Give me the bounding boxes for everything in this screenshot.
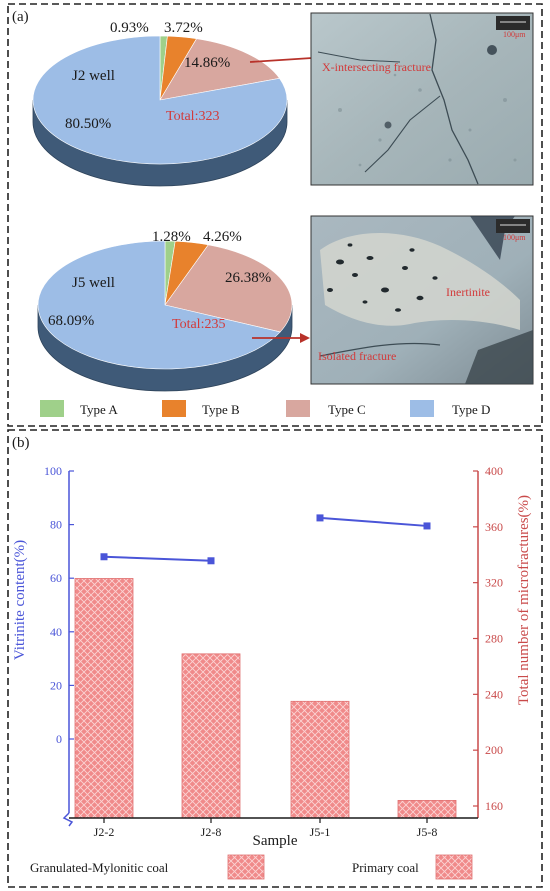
pie-j2-label-type-a: 0.93% [110, 20, 149, 36]
pie-side [38, 305, 292, 391]
micrograph-j5-annotation-inertinite: Inertinite [446, 285, 490, 299]
bar-j5-8 [397, 800, 457, 819]
legend-swatch-primary-coal [435, 854, 473, 880]
pie-j2-label-type-c: 14.86% [184, 55, 230, 71]
right-tick-label: 200 [485, 743, 503, 757]
pie-j5-label-type-b: 4.26% [203, 229, 242, 245]
pie-j5-total: Total:235 [172, 317, 225, 332]
panel-b-frame [7, 429, 543, 888]
micrograph-j2-annotation: X-intersecting fracture [322, 60, 431, 74]
legend-primary-coal: Primary coal [352, 860, 419, 875]
micrograph-j5: 100μm Inertinite Isolated fracture [310, 215, 534, 385]
pie-slice-type-d [37, 240, 281, 370]
right-tick-label: 160 [485, 799, 503, 813]
pie-slice-type-c [164, 244, 293, 333]
micrograph-j2: 100μm X-intersecting fracture [310, 12, 534, 186]
bar-j5-1 [290, 700, 350, 819]
panel-b-label: (b) [12, 435, 30, 451]
pie-slice-type-c [159, 38, 281, 101]
left-tick-label: 80 [50, 518, 62, 532]
micrograph-j5-annotation-isolated-fracture: Isolated fracture [318, 349, 396, 363]
line-segment [319, 516, 428, 527]
left-tick-label: 100 [44, 464, 62, 478]
micrograph-j2-scale: 100μm [503, 30, 526, 39]
pie-j5-well-name: J5 well [72, 275, 115, 291]
line-point-j2-2 [100, 553, 108, 561]
x-tick-label: J5-1 [310, 825, 331, 839]
left-tick-label: 40 [50, 625, 62, 639]
pie-j2-total: Total:323 [166, 109, 219, 124]
right-tick-label: 400 [485, 464, 503, 478]
left-tick-label: 20 [50, 678, 62, 692]
legend-swatch-granulated-mylonitic-coal [227, 854, 265, 880]
left-tick-label: 0 [56, 732, 62, 746]
right-tick-label: 280 [485, 632, 503, 646]
right-tick-label: 240 [485, 687, 503, 701]
pie-j5-label-type-a: 1.28% [152, 229, 191, 245]
pie-j2-label-type-d: 80.50% [65, 116, 111, 132]
legend-swatch-type-c [286, 400, 310, 417]
pie-j2-well [32, 35, 288, 187]
pie-j5-arrow [252, 333, 310, 343]
pie-j5-well [37, 240, 293, 392]
legend-swatch-type-d [410, 400, 434, 417]
bars [74, 578, 457, 819]
pie-side [33, 100, 287, 186]
line-point-j5-1 [316, 514, 324, 522]
legend-type-c: Type C [328, 402, 366, 417]
legend-type-b: Type B [202, 402, 240, 417]
bar-j2-2 [74, 578, 134, 819]
legend-swatch-type-b [162, 400, 186, 417]
pie-j5-label-type-d: 68.09% [48, 313, 94, 329]
pie-slice-type-d [32, 35, 288, 165]
right-axis-label: Total number of microfractures(%) [516, 495, 532, 705]
panel-a-frame [7, 3, 543, 427]
legend-type-d: Type D [452, 402, 490, 417]
right-tick-label: 360 [485, 520, 503, 534]
bar-j2-8 [181, 653, 241, 819]
x-tick-label: J2-2 [94, 825, 115, 839]
legend-type-a: Type A [80, 402, 118, 417]
vitrinite-line [100, 514, 431, 565]
line-segment [103, 555, 212, 562]
pie-j5-label-type-c: 26.38% [225, 270, 271, 286]
micrograph-j5-scale: 100μm [503, 233, 526, 242]
x-tick-label: J5-8 [417, 825, 438, 839]
line-point-j5-8 [423, 522, 431, 530]
left-axis-label: Vitrinite content(%) [12, 540, 28, 660]
pie-j2-well-name: J2 well [72, 68, 115, 84]
pie-legend: Type A Type B Type C Type D [40, 400, 490, 417]
pie-j2-label-type-b: 3.72% [164, 20, 203, 36]
bar-legend: Granulated-Mylonitic coal Primary coal [30, 854, 473, 880]
x-axis-label: Sample [253, 833, 298, 849]
panel-a-label: (a) [12, 9, 29, 25]
right-tick-label: 320 [485, 576, 503, 590]
legend-swatch-type-a [40, 400, 64, 417]
legend-granulated-mylonitic-coal: Granulated-Mylonitic coal [30, 860, 169, 875]
left-tick-label: 60 [50, 571, 62, 585]
x-tick-label: J2-8 [201, 825, 222, 839]
line-point-j2-8 [207, 557, 215, 565]
